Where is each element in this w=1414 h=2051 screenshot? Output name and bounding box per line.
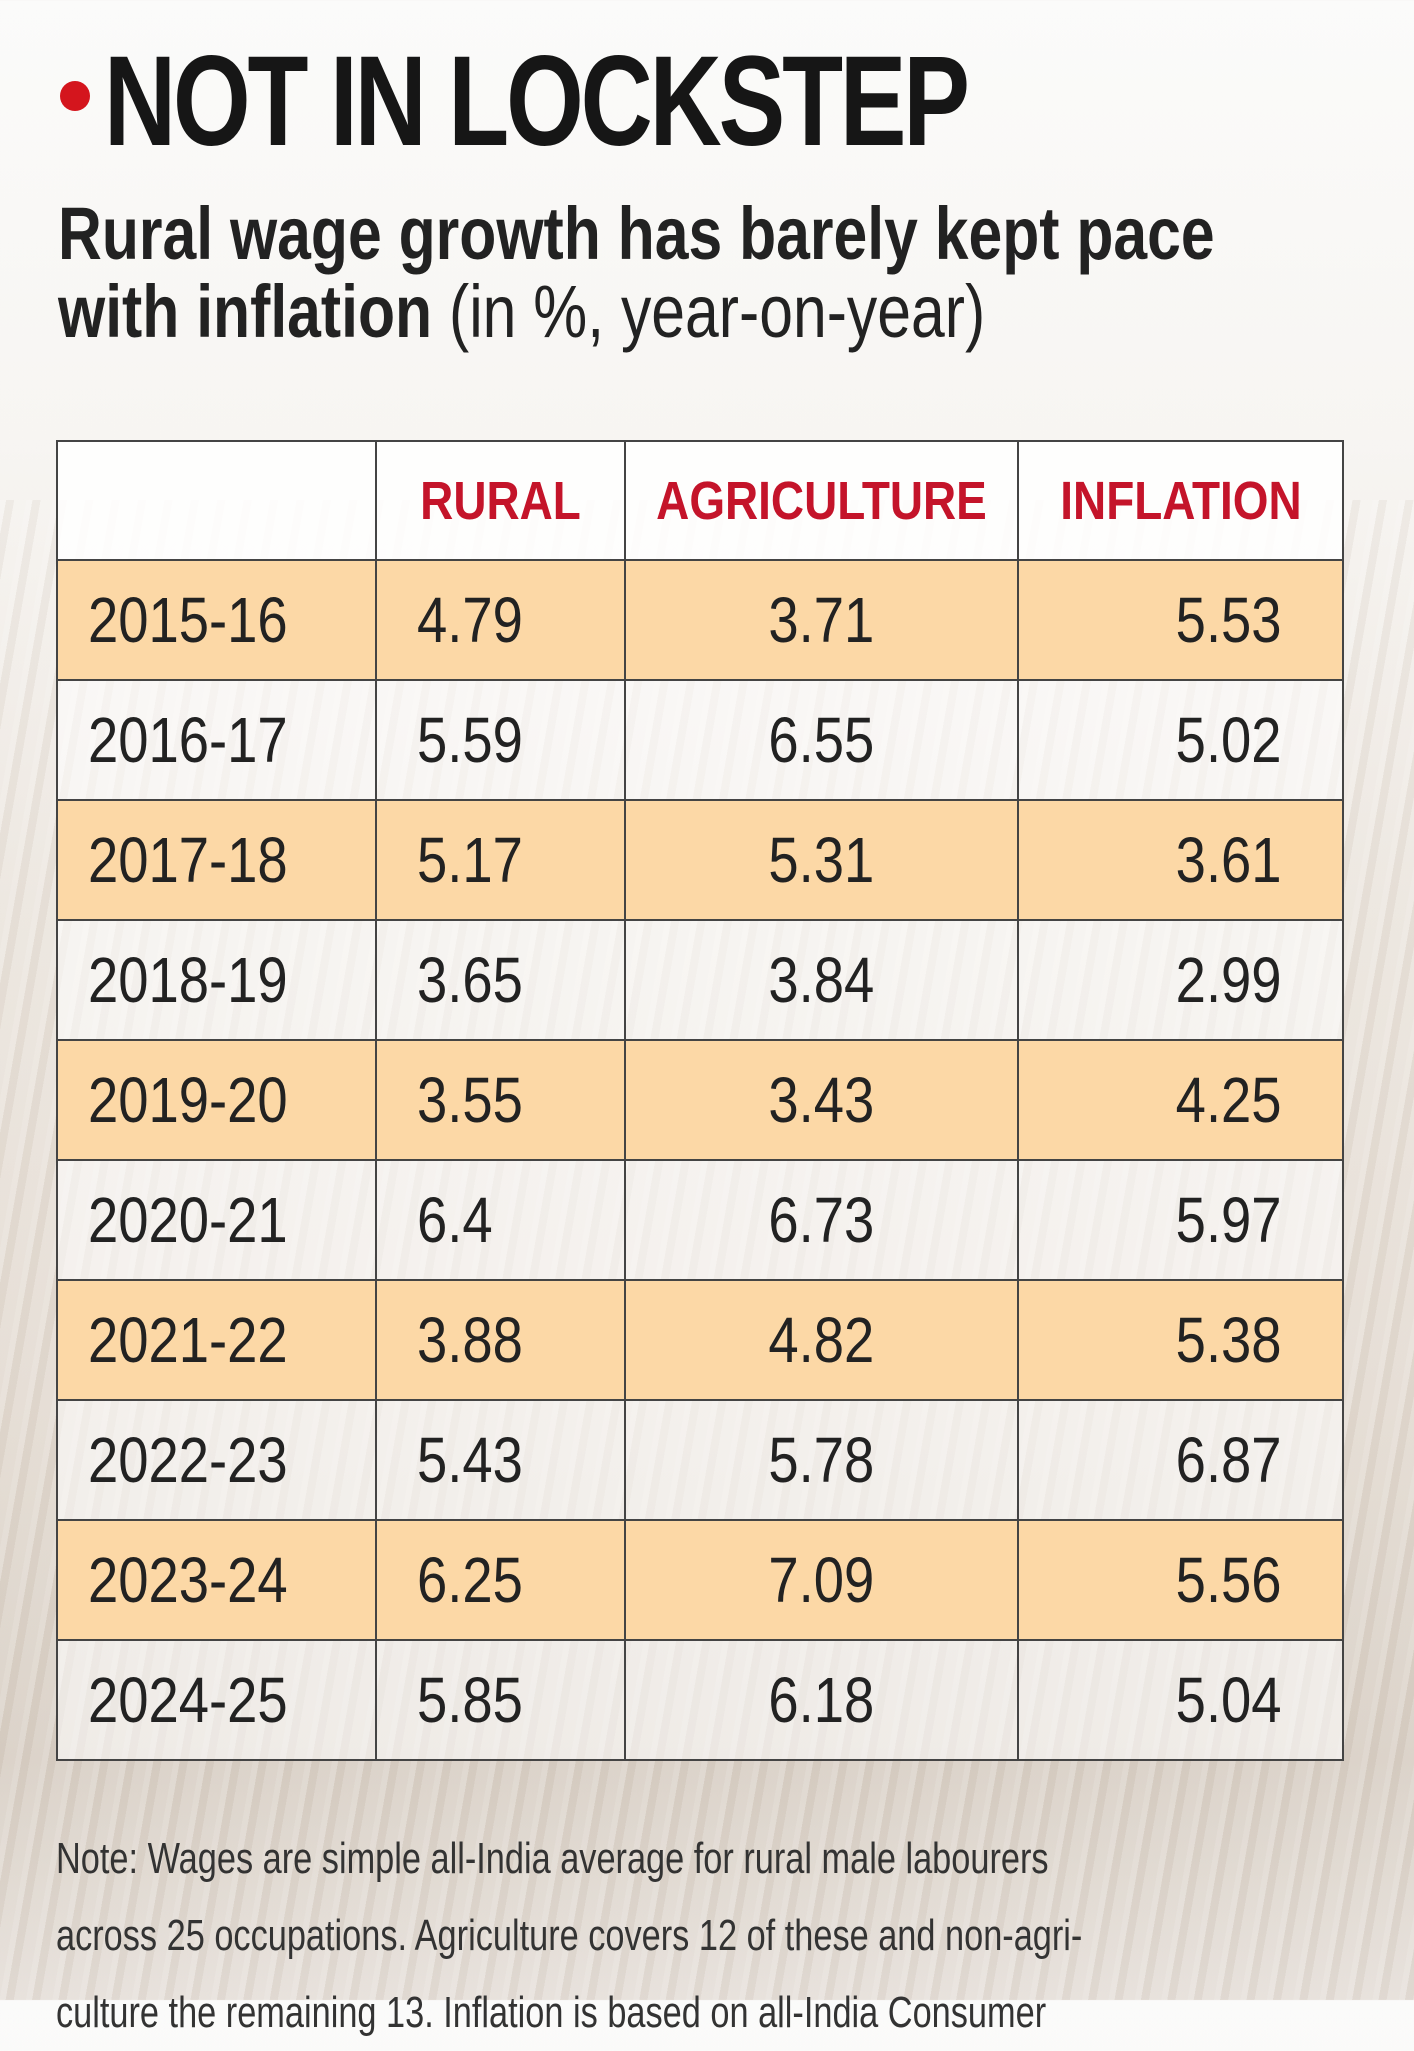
cell-year: 2017-18 [55, 799, 378, 921]
header-rural: RURAL [375, 440, 626, 561]
header-inflation: INFLATION [1017, 440, 1344, 561]
table-row: 2024-25 5.85 6.18 5.04 [55, 1639, 1344, 1761]
cell-rural: 3.88 [375, 1279, 626, 1401]
header-agriculture: AGRICULTURE [623, 440, 1020, 561]
cell-rural: 5.59 [375, 679, 626, 801]
table-row: 2015-16 4.79 3.71 5.53 [55, 559, 1344, 681]
cell-year: 2023-24 [55, 1519, 378, 1641]
header-year [55, 440, 378, 561]
cell-agriculture: 6.73 [623, 1159, 1020, 1281]
cell-year: 2016-17 [55, 679, 378, 801]
headline: NOT IN LOCKSTEP [60, 28, 1210, 175]
cell-year: 2015-16 [55, 559, 378, 681]
cell-inflation: 6.87 [1017, 1399, 1344, 1521]
footnote-line: culture the remaining 13. Inflation is b… [56, 1988, 1047, 2037]
cell-year: 2020-21 [55, 1159, 378, 1281]
cell-inflation: 3.61 [1017, 799, 1344, 921]
cell-agriculture: 5.31 [623, 799, 1020, 921]
cell-inflation: 5.97 [1017, 1159, 1344, 1281]
subtitle-line-2: with inflation [58, 270, 433, 353]
cell-rural: 6.4 [375, 1159, 626, 1281]
cell-rural: 3.65 [375, 919, 626, 1041]
wage-inflation-table: RURAL AGRICULTURE INFLATION 2015-16 4.79 3… [55, 440, 1344, 1761]
cell-rural: 6.25 [375, 1519, 626, 1641]
subtitle: Rural wage growth has barely kept pace w… [58, 195, 1215, 351]
cell-inflation: 4.25 [1017, 1039, 1344, 1161]
cell-rural: 5.17 [375, 799, 626, 921]
table-row: 2023-24 6.25 7.09 5.56 [55, 1519, 1344, 1641]
cell-inflation: 5.56 [1017, 1519, 1344, 1641]
footnote: Note: Wages are simple all-India average… [56, 1820, 1082, 2051]
cell-year: 2019-20 [55, 1039, 378, 1161]
cell-agriculture: 7.09 [623, 1519, 1020, 1641]
cell-inflation: 5.04 [1017, 1639, 1344, 1761]
cell-rural: 5.43 [375, 1399, 626, 1521]
cell-year: 2022-23 [55, 1399, 378, 1521]
red-bullet-icon [60, 80, 90, 111]
headline-text: NOT IN LOCKSTEP [104, 30, 970, 173]
cell-year: 2021-22 [55, 1279, 378, 1401]
table-row: 2022-23 5.43 5.78 6.87 [55, 1399, 1344, 1521]
cell-inflation: 5.02 [1017, 679, 1344, 801]
table-row: 2019-20 3.55 3.43 4.25 [55, 1039, 1344, 1161]
footnote-line: across 25 occupations. Agriculture cover… [56, 1911, 1083, 1960]
cell-agriculture: 3.43 [623, 1039, 1020, 1161]
subtitle-line-1: Rural wage growth has barely kept pace [58, 192, 1215, 275]
cell-agriculture: 4.82 [623, 1279, 1020, 1401]
cell-inflation: 5.38 [1017, 1279, 1344, 1401]
cell-agriculture: 6.55 [623, 679, 1020, 801]
table-row: 2020-21 6.4 6.73 5.97 [55, 1159, 1344, 1281]
cell-rural: 3.55 [375, 1039, 626, 1161]
cell-inflation: 5.53 [1017, 559, 1344, 681]
table-row: 2018-19 3.65 3.84 2.99 [55, 919, 1344, 1041]
cell-year: 2018-19 [55, 919, 378, 1041]
cell-rural: 4.79 [375, 559, 626, 681]
cell-agriculture: 6.18 [623, 1639, 1020, 1761]
footnote-line: Note: Wages are simple all-India average… [56, 1834, 1049, 1883]
subtitle-units: (in %, year-on-year) [432, 270, 986, 353]
cell-rural: 5.85 [375, 1639, 626, 1761]
table-row: 2016-17 5.59 6.55 5.02 [55, 679, 1344, 801]
cell-agriculture: 3.84 [623, 919, 1020, 1041]
cell-agriculture: 5.78 [623, 1399, 1020, 1521]
table-row: 2017-18 5.17 5.31 3.61 [55, 799, 1344, 921]
cell-inflation: 2.99 [1017, 919, 1344, 1041]
cell-agriculture: 3.71 [623, 559, 1020, 681]
table-header-row: RURAL AGRICULTURE INFLATION [55, 440, 1344, 561]
table-row: 2021-22 3.88 4.82 5.38 [55, 1279, 1344, 1401]
cell-year: 2024-25 [55, 1639, 378, 1761]
